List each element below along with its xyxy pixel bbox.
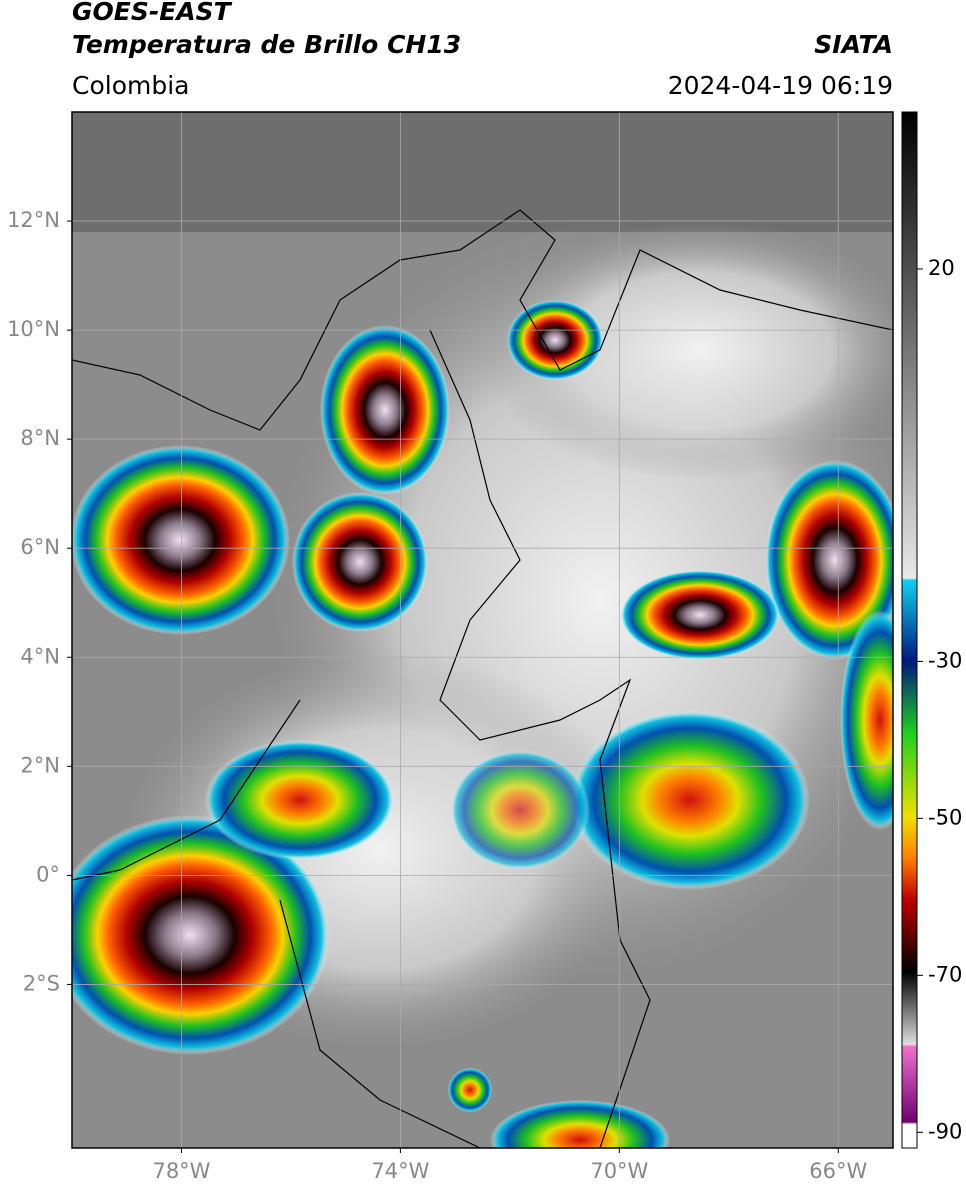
grid <box>72 112 893 1148</box>
y-tick-label: 8°N <box>20 426 60 450</box>
colorbar-label: -30 <box>928 648 962 672</box>
y-tick-label: 4°N <box>20 644 60 668</box>
storm <box>448 1068 492 1112</box>
storm <box>205 740 395 860</box>
subtitle: Temperatura de Brillo CH13 <box>72 30 461 59</box>
storm <box>320 325 450 495</box>
source: SIATA <box>814 30 893 59</box>
x-tick-label: 74°W <box>371 1159 429 1183</box>
y-tick-label: 2°S <box>23 971 60 995</box>
storm <box>620 570 780 660</box>
storm <box>507 300 603 380</box>
background <box>72 112 893 232</box>
storm <box>490 1100 670 1148</box>
colorbar-label: 20 <box>928 256 955 280</box>
colorbar-label: -50 <box>928 805 962 829</box>
y-tick-label: 6°N <box>20 535 60 559</box>
storm <box>450 750 590 870</box>
storm <box>765 460 893 660</box>
colorbar-label: -70 <box>928 962 962 986</box>
y-tick-label: 10°N <box>7 317 60 341</box>
map-frame <box>71 111 894 1149</box>
colorbar-label: -90 <box>928 1119 962 1143</box>
region: Colombia <box>72 71 189 100</box>
storm <box>570 710 810 890</box>
storm <box>72 445 290 635</box>
cloud <box>480 220 893 480</box>
x-tick-label: 70°W <box>590 1159 648 1183</box>
datetime: 2024-04-19 06:19 <box>668 71 893 100</box>
storm <box>840 610 893 830</box>
imagery <box>72 112 893 1148</box>
y-tick-label: 12°N <box>7 208 60 232</box>
y-tick-label: 0° <box>36 862 60 886</box>
y-tick-label: 2°N <box>20 753 60 777</box>
storm <box>292 492 428 632</box>
x-tick-label: 78°W <box>152 1159 210 1183</box>
x-tick-label: 66°W <box>809 1159 867 1183</box>
title: GOES-EAST <box>72 0 233 26</box>
border <box>72 209 893 1148</box>
colorbar <box>901 111 918 1149</box>
